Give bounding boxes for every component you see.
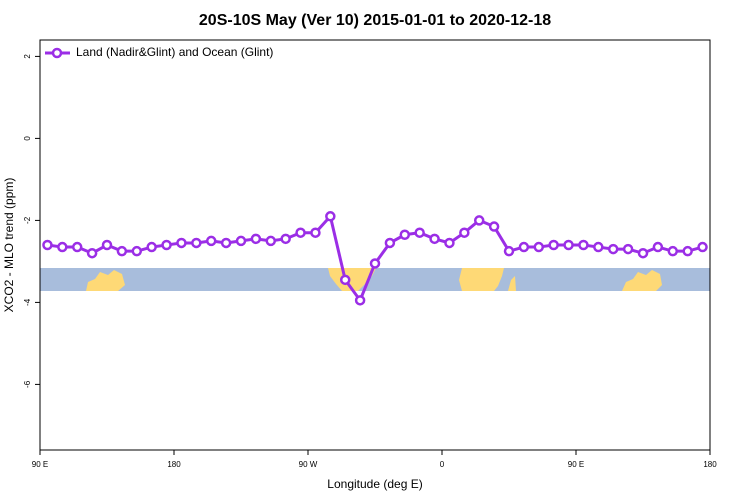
data-point (414, 227, 425, 238)
data-point (488, 221, 500, 232)
data-point (429, 233, 440, 245)
legend-marker (51, 47, 63, 59)
x-tick-label: 90 E (568, 460, 584, 469)
data-point (116, 245, 128, 257)
x-tick-label: 180 (167, 460, 181, 469)
data-point (622, 243, 634, 255)
data-point (473, 215, 485, 226)
data-point (57, 241, 68, 253)
data-point (131, 245, 143, 257)
data-point (191, 237, 202, 249)
data-point (593, 241, 604, 253)
data-point (101, 239, 113, 251)
data-point (176, 237, 187, 249)
data-point (399, 229, 411, 240)
y-tick-label: 2 (23, 54, 32, 59)
y-tick-label: -2 (23, 216, 32, 224)
data-point (459, 227, 470, 238)
data-point (295, 227, 306, 238)
data-point (71, 241, 83, 253)
data-point (563, 239, 574, 251)
data-point (682, 245, 693, 257)
data-point (280, 233, 291, 245)
data-point (205, 235, 217, 247)
data-point (384, 237, 396, 249)
data-point (548, 239, 559, 251)
data-point (578, 239, 589, 251)
x-axis-label: Longitude (deg E) (327, 477, 422, 491)
data-point (354, 295, 366, 306)
data-point (325, 211, 336, 222)
data-point (220, 237, 232, 249)
data-point (310, 227, 321, 238)
legend: Land (Nadir&Glint) and Ocean (Glint) (45, 45, 273, 59)
data-point (503, 245, 515, 257)
data-point (86, 247, 98, 259)
x-tick-label: 0 (440, 460, 445, 469)
data-point (265, 235, 277, 247)
data-point (250, 233, 262, 245)
map-strip (40, 268, 710, 291)
data-point (161, 239, 172, 251)
data-point (518, 241, 530, 253)
data-point (637, 247, 649, 259)
plot-frame (39, 39, 711, 451)
data-point (235, 235, 247, 247)
y-tick-label: 0 (23, 136, 32, 141)
data-point (444, 237, 455, 249)
data-point (533, 241, 545, 253)
data-point (667, 245, 679, 257)
data-point (652, 241, 664, 253)
x-tick-label: 180 (703, 460, 717, 469)
x-tick-label: 90 W (299, 460, 318, 469)
data-point (339, 274, 351, 286)
y-tick-label: -4 (23, 298, 32, 306)
data-point (42, 239, 53, 251)
data-point (369, 258, 381, 269)
y-axis-label: XCO2 - MLO trend (ppm) (2, 178, 16, 313)
y-tick-label: -6 (23, 380, 32, 388)
legend-label: Land (Nadir&Glint) and Ocean (Glint) (76, 45, 273, 59)
data-point (146, 241, 157, 253)
chart-title: 20S-10S May (Ver 10) 2015-01-01 to 2020-… (199, 12, 551, 29)
data-point (697, 241, 708, 253)
data-point (607, 243, 619, 255)
x-tick-label: 90 E (32, 460, 48, 469)
